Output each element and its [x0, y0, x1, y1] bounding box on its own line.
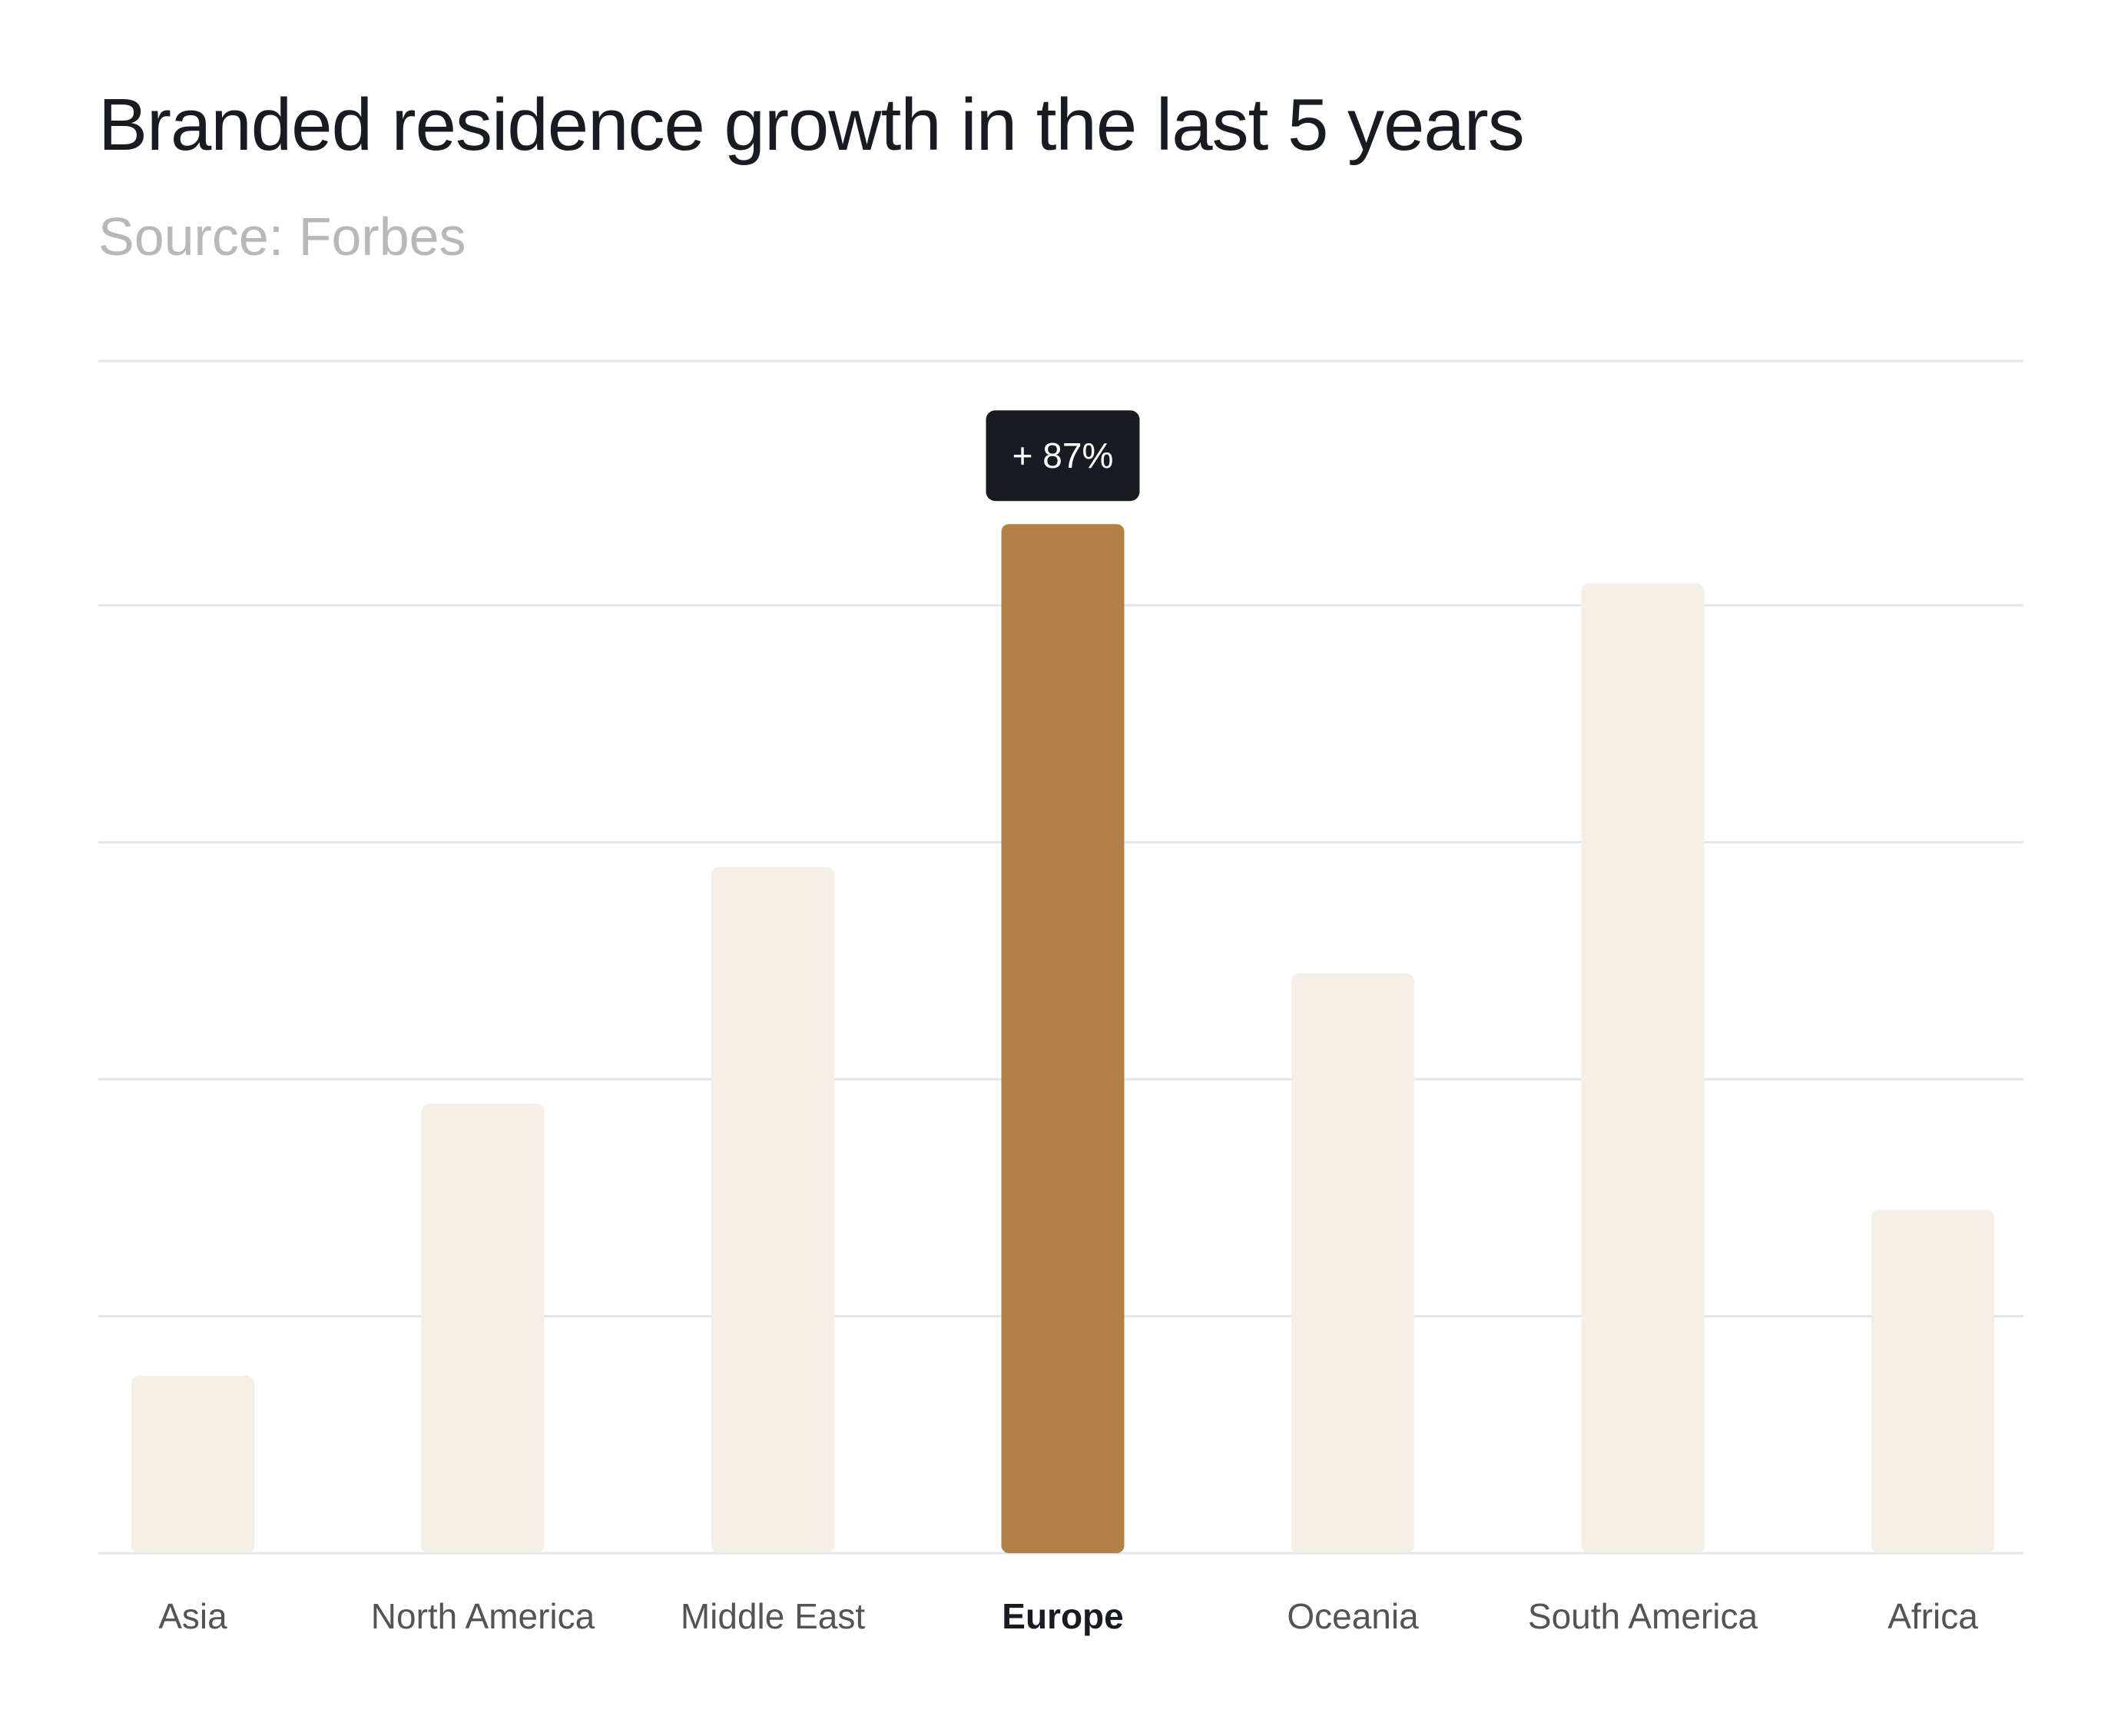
bar-asia[interactable] — [131, 1376, 254, 1553]
bar-oceania[interactable] — [1291, 973, 1414, 1553]
bar-north-america[interactable] — [421, 1103, 545, 1553]
x-label-north-america: North America — [371, 1596, 595, 1636]
x-label-oceania: Oceania — [1287, 1596, 1419, 1636]
bar-africa[interactable] — [1871, 1210, 1994, 1553]
x-label-europe: Europe — [1002, 1596, 1123, 1636]
chart-subtitle: Source: Forbes — [98, 207, 466, 267]
x-axis-labels: Asia North America Middle East Europe Oceani… — [158, 1596, 1978, 1636]
chart-title: Branded residence growth in the last 5 y… — [98, 84, 1525, 166]
x-label-middle-east: Middle East — [681, 1596, 866, 1636]
bar-europe[interactable] — [1001, 524, 1125, 1554]
tooltip-box — [986, 410, 1140, 502]
tooltip-label: + 87% — [1012, 436, 1114, 475]
bar-middle-east[interactable] — [711, 866, 834, 1553]
bar-south-america[interactable] — [1581, 583, 1705, 1554]
bars — [131, 524, 1994, 1554]
x-label-asia: Asia — [158, 1596, 227, 1636]
highlight-tooltip: + 87% — [986, 410, 1140, 502]
x-label-south-america: South America — [1528, 1596, 1758, 1636]
x-label-africa: Africa — [1887, 1596, 1978, 1636]
